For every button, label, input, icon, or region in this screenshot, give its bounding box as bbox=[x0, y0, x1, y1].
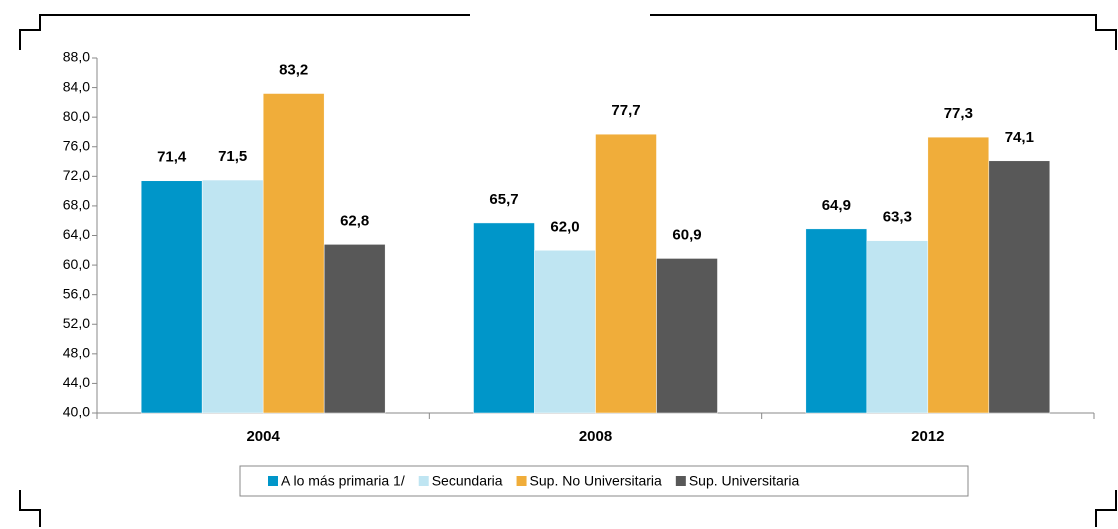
bar bbox=[534, 250, 596, 414]
bar bbox=[595, 133, 657, 414]
value-label: 63,3 bbox=[883, 209, 912, 226]
value-label: 62,0 bbox=[550, 218, 579, 235]
value-label: 64,9 bbox=[822, 197, 851, 214]
bar bbox=[988, 160, 1051, 414]
value-label: 71,4 bbox=[157, 149, 187, 166]
legend-box bbox=[239, 465, 969, 497]
legend-label: A lo más primaria 1/ bbox=[281, 473, 405, 489]
legend-swatch bbox=[418, 476, 429, 486]
y-tick-label: 76,0 bbox=[63, 137, 90, 153]
value-label: 77,7 bbox=[611, 102, 640, 119]
y-tick-label: 64,0 bbox=[63, 226, 90, 242]
legend-swatch bbox=[268, 476, 278, 486]
y-tick-label: 60,0 bbox=[63, 256, 90, 272]
y-tick-label: 72,0 bbox=[63, 167, 90, 183]
frame-corner bbox=[650, 14, 1117, 50]
value-label: 65,7 bbox=[489, 191, 518, 208]
y-tick-label: 56,0 bbox=[63, 285, 90, 301]
y-tick-label: 44,0 bbox=[63, 374, 90, 390]
frame-corner bbox=[1095, 490, 1117, 527]
value-label: 74,1 bbox=[1005, 129, 1034, 146]
value-label: 83,2 bbox=[279, 61, 308, 78]
frame bbox=[19, 14, 1117, 527]
frame-corner bbox=[19, 14, 470, 50]
bar bbox=[656, 258, 718, 414]
bar bbox=[927, 136, 990, 414]
legend-label: Sup. Universitaria bbox=[689, 473, 800, 489]
legend-swatch bbox=[675, 476, 686, 486]
bar bbox=[201, 179, 264, 414]
legend-label: Secundaria bbox=[432, 473, 503, 489]
value-label: 71,5 bbox=[218, 148, 247, 165]
y-tick-label: 52,0 bbox=[63, 315, 90, 331]
bar bbox=[140, 180, 203, 414]
frame-corner bbox=[19, 490, 41, 527]
x-tick-label: 2012 bbox=[911, 428, 944, 445]
x-tick-label: 2004 bbox=[246, 428, 280, 445]
bar bbox=[262, 93, 325, 414]
y-tick-label: 68,0 bbox=[63, 197, 90, 213]
y-tick-label: 40,0 bbox=[63, 404, 90, 420]
y-tick-label: 48,0 bbox=[63, 345, 90, 361]
y-tick-label: 80,0 bbox=[63, 108, 90, 124]
y-tick-label: 88,0 bbox=[63, 49, 90, 65]
value-label: 77,3 bbox=[944, 105, 973, 122]
legend-label: Sup. No Universitaria bbox=[530, 473, 662, 489]
bar bbox=[473, 222, 535, 414]
legend-swatch bbox=[516, 476, 527, 486]
x-tick-label: 2008 bbox=[579, 428, 612, 445]
y-tick-label: 84,0 bbox=[63, 78, 90, 94]
value-label: 60,9 bbox=[672, 226, 701, 243]
bar bbox=[323, 244, 386, 414]
value-label: 62,8 bbox=[340, 212, 369, 229]
bar bbox=[805, 228, 868, 414]
bar bbox=[866, 240, 929, 414]
